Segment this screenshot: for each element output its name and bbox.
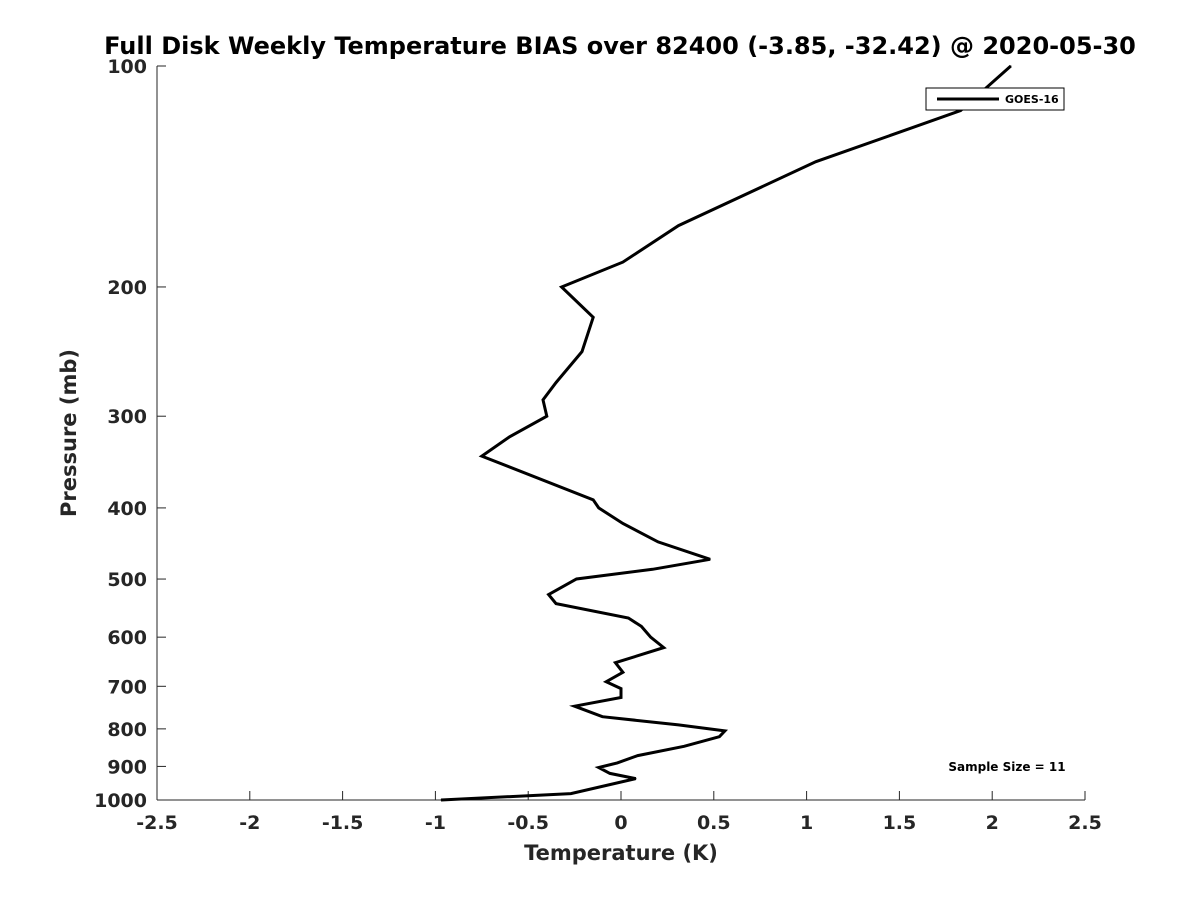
x-tick-label: -0.5 bbox=[507, 812, 549, 834]
data-point bbox=[1010, 65, 1012, 67]
data-point bbox=[574, 705, 576, 707]
data-point bbox=[622, 671, 624, 673]
data-point bbox=[616, 762, 618, 764]
data-point bbox=[637, 755, 639, 757]
data-point bbox=[620, 696, 622, 699]
data-point bbox=[627, 617, 630, 619]
x-tick-label: -2 bbox=[239, 812, 260, 834]
x-axis-label: Temperature (K) bbox=[524, 841, 718, 865]
legend: GOES-16 bbox=[925, 87, 1065, 111]
series-line-goes-16 bbox=[440, 64, 1012, 802]
x-tick-label: 2 bbox=[986, 812, 999, 834]
data-point bbox=[601, 716, 604, 718]
plot-area bbox=[157, 66, 1085, 800]
x-tick-label: 2.5 bbox=[1068, 812, 1102, 834]
y-tick-label: 900 bbox=[107, 756, 147, 778]
y-tick-label: 400 bbox=[107, 498, 147, 520]
data-point bbox=[724, 730, 726, 732]
y-axis-ticks: 100 200 300 400 500 600 700 800 900 1000 bbox=[94, 56, 166, 812]
data-point bbox=[652, 568, 654, 570]
data-point bbox=[575, 578, 578, 580]
data-point bbox=[605, 681, 607, 683]
data-point bbox=[622, 261, 624, 263]
data-point bbox=[555, 603, 557, 605]
y-tick-label: 200 bbox=[107, 277, 147, 299]
data-point bbox=[663, 647, 665, 649]
data-point bbox=[581, 351, 583, 353]
x-axis-ticks: -2.5 -2 -1.5 -1 -0.5 0 0.5 1 1.5 2 2.5 bbox=[136, 791, 1102, 834]
data-point bbox=[440, 799, 442, 801]
y-tick-label: 100 bbox=[107, 56, 147, 78]
data-point bbox=[570, 793, 572, 795]
y-tick-label: 700 bbox=[107, 676, 147, 698]
data-point bbox=[561, 286, 563, 288]
y-tick-label: 800 bbox=[107, 719, 147, 741]
data-point bbox=[677, 724, 680, 726]
legend-label-goes-16: GOES-16 bbox=[1005, 93, 1059, 106]
data-point bbox=[718, 736, 721, 738]
chart-title: Full Disk Weekly Temperature BIAS over 8… bbox=[104, 32, 1136, 60]
data-point bbox=[650, 636, 652, 638]
y-tick-label: 300 bbox=[107, 406, 147, 428]
data-point bbox=[555, 382, 557, 384]
data-point bbox=[677, 225, 680, 227]
data-point bbox=[548, 594, 550, 596]
data-point bbox=[620, 688, 622, 690]
data-point bbox=[481, 455, 483, 457]
data-point bbox=[542, 399, 544, 401]
y-tick-label: 600 bbox=[107, 627, 147, 649]
x-tick-label: 1 bbox=[800, 812, 813, 834]
data-point bbox=[546, 415, 548, 417]
data-point bbox=[609, 772, 611, 775]
data-point bbox=[592, 499, 594, 501]
y-axis-label: Pressure (mb) bbox=[57, 349, 81, 517]
data-point bbox=[622, 522, 624, 525]
y-tick-label: 500 bbox=[107, 569, 147, 591]
x-tick-label: 0 bbox=[614, 812, 627, 834]
y-tick-label: 1000 bbox=[94, 790, 147, 812]
x-tick-label: 1.5 bbox=[883, 812, 917, 834]
data-point bbox=[709, 558, 711, 560]
series-layer bbox=[440, 64, 1012, 802]
data-point bbox=[592, 316, 594, 318]
data-point bbox=[683, 745, 685, 747]
data-point bbox=[598, 507, 600, 509]
data-point bbox=[509, 436, 511, 438]
x-tick-label: -1.5 bbox=[322, 812, 364, 834]
data-point bbox=[614, 662, 617, 664]
x-tick-label: -1 bbox=[425, 812, 446, 834]
sample-size-annotation: Sample Size = 11 bbox=[948, 760, 1065, 774]
data-point bbox=[815, 161, 817, 163]
x-tick-label: -2.5 bbox=[136, 812, 178, 834]
data-point bbox=[635, 778, 637, 780]
data-point bbox=[640, 625, 643, 628]
data-point bbox=[598, 766, 600, 769]
x-tick-label: 0.5 bbox=[697, 812, 731, 834]
data-point bbox=[657, 541, 659, 543]
